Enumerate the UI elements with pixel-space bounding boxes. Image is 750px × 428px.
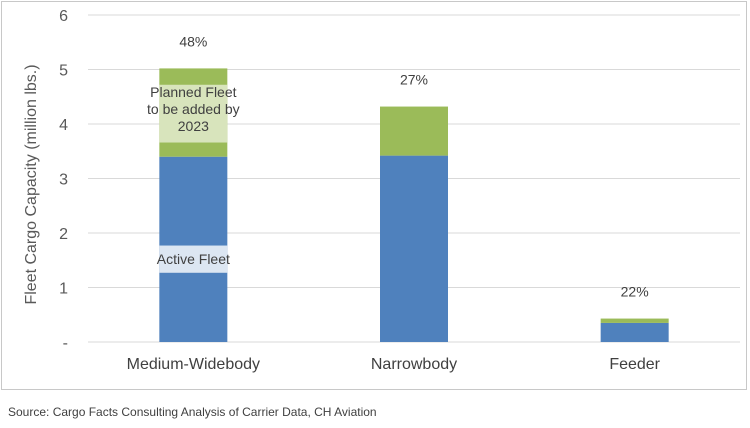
fleet-capacity-chart: - 1 2 3 4 5 6 Fleet Cargo Capacity (million lbs… (23, 8, 740, 373)
bar-segment-planned (380, 106, 448, 156)
y-tick-label: 5 (59, 63, 68, 80)
growth-label: 22% (621, 284, 649, 300)
y-tick-label: 6 (59, 8, 68, 25)
active-fleet-label: Active Fleet (157, 251, 230, 267)
planned-fleet-label: 2023 (178, 118, 209, 134)
y-tick-label: 2 (59, 226, 68, 243)
growth-label: 27% (400, 72, 428, 88)
bar-segment-planned (600, 318, 669, 323)
growth-label: 48% (179, 33, 207, 49)
y-tick-label: 1 (59, 281, 68, 298)
active-fleet-label-bg (159, 245, 228, 273)
y-tick-label: 4 (59, 117, 68, 134)
planned-fleet-label: to be added by (147, 101, 240, 117)
source-note: Source: Cargo Facts Consulting Analysis … (8, 405, 377, 419)
y-axis-title: Fleet Cargo Capacity (million lbs.) (23, 64, 40, 304)
y-tick-label: 3 (59, 172, 68, 189)
y-tick-label: - (63, 335, 68, 352)
category-label: Narrowbody (371, 356, 457, 373)
bar-segment-active (600, 322, 669, 342)
planned-fleet-label: Planned Fleet (150, 84, 237, 100)
category-label: Medium-Widebody (127, 356, 260, 373)
chart-frame (1, 1, 747, 390)
bar-segment-active (380, 155, 448, 342)
category-label: Feeder (609, 356, 660, 373)
planned-fleet-label-bg (159, 84, 228, 143)
